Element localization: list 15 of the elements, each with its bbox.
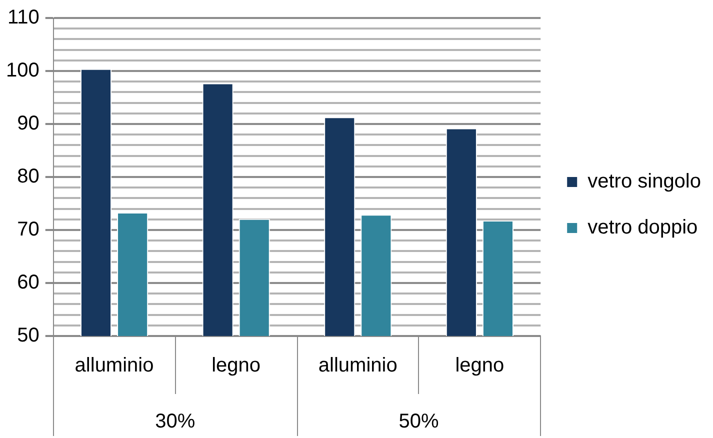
y-tick-label: 100 — [6, 60, 40, 82]
x-tick-label: alluminio — [318, 354, 398, 377]
y-tick-label: 90 — [17, 112, 40, 135]
y-tick-label: 70 — [17, 218, 40, 241]
y-tick-label: 110 — [7, 6, 40, 29]
x-tick-label: legno — [212, 354, 261, 377]
x-tick-label: legno — [455, 354, 504, 377]
x-tick-label: alluminio — [74, 354, 154, 377]
y-tick-label: 50 — [17, 324, 40, 347]
text: 50% — [398, 410, 440, 433]
y-tick-label: 80 — [17, 166, 40, 188]
legend-label: vetro doppio — [588, 216, 698, 239]
legend-label: vetro singolo — [588, 170, 702, 193]
y-tick-label: 60 — [17, 272, 40, 294]
text: 30% — [155, 410, 196, 433]
